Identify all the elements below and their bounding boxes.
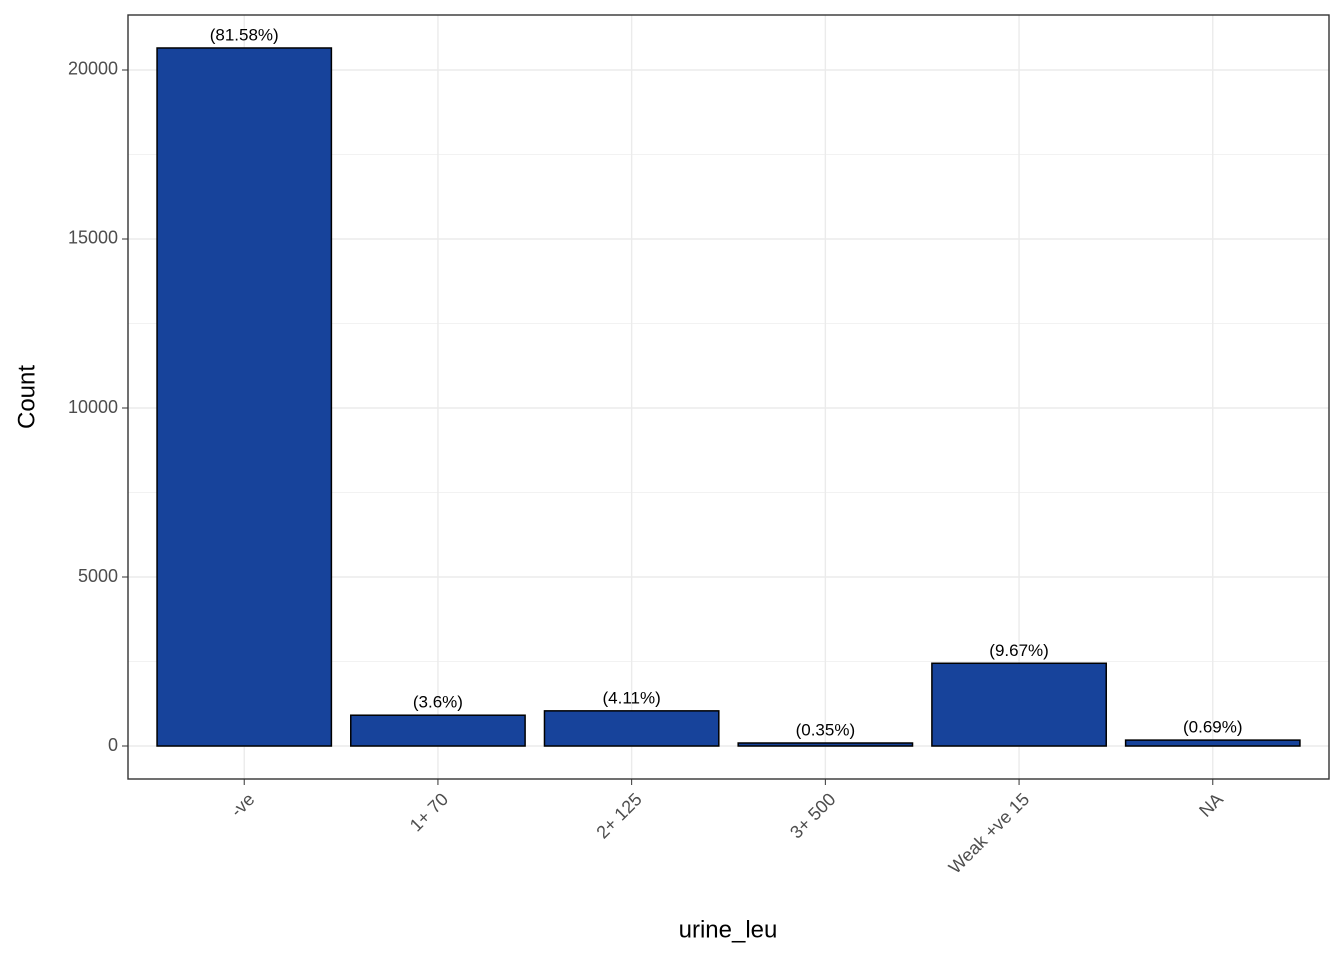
bar-annotation: (9.67%) (989, 641, 1049, 660)
bar-annotation: (0.69%) (1183, 718, 1243, 737)
bar (156, 47, 333, 747)
panel-border (127, 14, 1330, 780)
bar (1124, 739, 1301, 747)
y-axis-title: Count (13, 365, 40, 429)
bar-annotation: (81.58%) (210, 25, 279, 44)
y-tick-label: 20000 (68, 59, 118, 79)
bar (543, 710, 720, 747)
x-axis-title: urine_leu (679, 916, 778, 943)
bar (350, 714, 526, 747)
y-tick-label: 5000 (78, 566, 118, 586)
y-tick-label: 10000 (68, 397, 118, 417)
x-tick-label: -ve (227, 789, 259, 821)
bar-annotation: (4.11%) (603, 688, 661, 707)
x-tick-label: 1+ 70 (406, 789, 452, 835)
bar-annotation: (0.35%) (796, 720, 856, 739)
bar (737, 742, 914, 747)
x-tick-label: 3+ 500 (786, 789, 839, 842)
x-tick-label: 2+ 125 (592, 789, 645, 842)
bar-annotation: (3.6%) (413, 693, 463, 712)
y-tick-label: 15000 (68, 228, 118, 248)
x-tick-label: Weak +ve 15 (945, 789, 1034, 878)
bar (931, 662, 1107, 747)
x-tick-label: NA (1195, 789, 1227, 821)
y-tick-label: 0 (108, 735, 118, 755)
